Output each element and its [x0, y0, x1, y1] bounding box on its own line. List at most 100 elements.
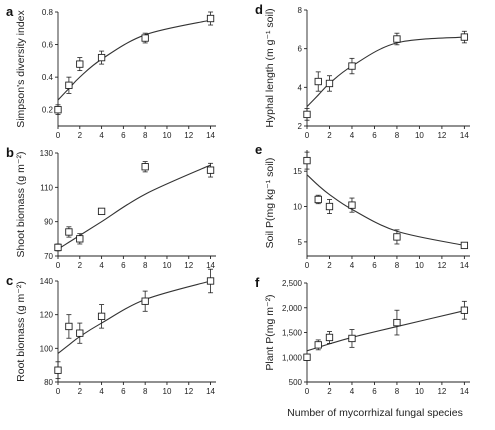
panel-b-x-tick-label: 4 [99, 261, 104, 270]
panel-c-x-tick-label: 14 [206, 387, 215, 396]
panel-a-x-tick-label: 0 [56, 131, 61, 140]
panel-c-y-tick-label: 140 [40, 277, 54, 286]
panel-d-y-tick-label: 2 [298, 122, 303, 131]
panel-f-y-tick-label: 2,000 [282, 304, 303, 313]
panel-a-y-tick-label: 0.4 [42, 73, 54, 82]
panel-f-y-tick-label: 1,500 [282, 329, 303, 338]
panel-d-data-point [303, 110, 311, 119]
panel-e-x-tick-label: 6 [372, 261, 377, 270]
panel-d-y-axis-label: Hyphal length (m g⁻¹ soil) [264, 8, 276, 127]
panel-b-letter: b [6, 145, 14, 160]
panel-d-y-tick-label: 8 [298, 6, 303, 15]
panel-b-x-tick-label: 8 [143, 261, 148, 270]
panel-b-x-tick-label: 10 [163, 261, 172, 270]
panel-f-y-tick-label: 1,000 [282, 353, 303, 362]
panel-d-x-tick-label: 4 [350, 131, 355, 140]
panel-a-data-point [141, 34, 149, 42]
panel-a-x-tick-label: 6 [121, 131, 126, 140]
panel-a-y-tick-label: 0.6 [42, 41, 54, 50]
panel-f-data-point [325, 333, 334, 342]
panel-c-y-tick-label: 120 [40, 311, 54, 320]
panel-f-data-point [348, 334, 356, 343]
panel-e-x-tick-label: 0 [305, 261, 310, 270]
panel-b-x-tick-label: 6 [121, 261, 126, 270]
panel-b-y-tick-label: 90 [44, 218, 53, 227]
panel-d-data-point [325, 79, 334, 88]
panel-b-y-tick-label: 110 [40, 183, 53, 192]
panel-a-x-tick-label: 8 [143, 131, 148, 140]
x-axis-caption: Number of mycorrhizal fungal species [287, 407, 463, 419]
panel-a-fit-curve [57, 19, 211, 101]
panel-c-data-point [206, 277, 215, 285]
panel-c-x-tick-label: 2 [78, 387, 83, 396]
panel-c-x-tick-label: 0 [56, 387, 61, 396]
panel-a-data-point [76, 60, 84, 68]
panel-e-y-axis-label: Soil P(mg kg⁻¹ soil) [264, 158, 276, 249]
panel-d-x-tick-label: 6 [372, 131, 377, 140]
panel-d-x-tick-label: 14 [460, 131, 469, 140]
panel-f-fit-curve [306, 310, 465, 352]
panel-d-data-point [393, 35, 401, 43]
panel-e-y-tick-label: 5 [298, 238, 303, 247]
panel-d-y-tick-label: 6 [298, 45, 303, 54]
panel-c-x-tick-label: 8 [143, 387, 148, 396]
panel-d-x-tick-label: 12 [437, 131, 446, 140]
panel-a-data-point [54, 106, 62, 114]
panel-f-x-tick-label: 12 [437, 387, 446, 396]
panel-e-data-point [348, 201, 356, 209]
panel-a-y-tick-label: 0.2 [42, 106, 54, 115]
panel-e-letter: e [255, 142, 262, 157]
panel-f-x-tick-label: 8 [395, 387, 400, 396]
panel-e-y-tick-label: 10 [293, 203, 302, 212]
panel-c-data-point [97, 312, 106, 320]
panel-b-data-point [97, 207, 106, 216]
panel-a-y-tick-label: 0.8 [42, 8, 54, 17]
panel-f-x-tick-label: 14 [460, 387, 469, 396]
panel-b-y-tick-label: 70 [44, 252, 53, 261]
panel-a-data-point [65, 81, 73, 89]
panel-b-data-point [206, 166, 215, 174]
panel-a-letter: a [6, 4, 14, 19]
panel-e-x-tick-label: 8 [395, 261, 400, 270]
panel-f-data-point [314, 341, 322, 349]
panel-b-x-tick-label: 0 [56, 261, 61, 270]
panel-b-data-point [65, 228, 73, 236]
panel-e-x-tick-label: 14 [460, 261, 469, 270]
panel-c-letter: c [6, 273, 13, 288]
panel-d-data-point [460, 33, 469, 41]
panel-f-x-tick-label: 10 [415, 387, 424, 396]
panel-c-y-axis-label: Root biomass (g m⁻²) [15, 281, 27, 382]
panel-e-data-point [393, 233, 401, 241]
panel-c-y-tick-label: 100 [40, 344, 54, 353]
panel-d-x-tick-label: 8 [395, 131, 400, 140]
panel-f-y-tick-label: 500 [289, 378, 303, 387]
panel-e-x-tick-label: 12 [437, 261, 446, 270]
panel-d-x-tick-label: 2 [327, 131, 332, 140]
panel-f-data-point [393, 318, 401, 327]
panel-c-fit-curve [57, 280, 211, 354]
panel-a-x-tick-label: 14 [206, 131, 215, 140]
panel-f-x-tick-label: 2 [327, 387, 332, 396]
panel-a-data-point [97, 53, 106, 62]
panel-e-x-tick-label: 10 [415, 261, 424, 270]
panel-b-data-point [54, 243, 62, 252]
panel-f-x-tick-label: 6 [372, 387, 377, 396]
panel-d-letter: d [255, 2, 263, 17]
panel-b-data-point [141, 163, 149, 171]
panel-e-x-tick-label: 4 [350, 261, 355, 270]
panel-a-data-point [206, 14, 215, 23]
panel-d-data-point [348, 62, 356, 70]
panel-f-data-point [303, 353, 311, 361]
panel-f-y-tick-label: 2,500 [282, 279, 303, 288]
panel-a-x-tick-label: 12 [184, 131, 193, 140]
panel-a-x-tick-label: 2 [78, 131, 83, 140]
panel-c-data-point [76, 329, 84, 337]
panel-a-x-tick-label: 4 [99, 131, 104, 140]
panel-b-data-point [76, 235, 84, 243]
panel-e-data-point [314, 195, 322, 204]
panel-f-x-tick-label: 4 [350, 387, 355, 396]
panel-c-data-point [65, 322, 73, 331]
panel-f-y-axis-label: Plant P(mg m⁻²) [264, 294, 276, 370]
panel-c-x-tick-label: 6 [121, 387, 126, 396]
panel-e-x-tick-label: 2 [327, 261, 332, 270]
